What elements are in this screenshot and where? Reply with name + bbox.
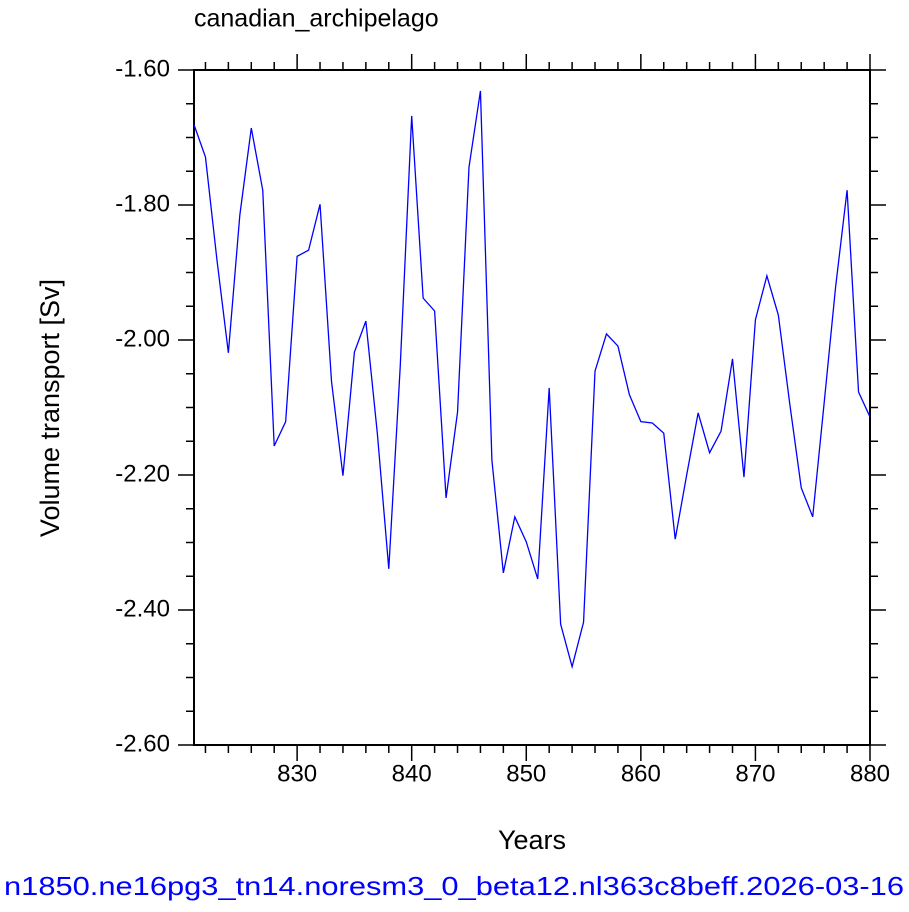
chart-title: canadian_archipelago (194, 5, 439, 33)
x-tick-label: 860 (621, 760, 661, 787)
data-line (193, 90, 871, 670)
y-tick-label: -2.00 (115, 325, 170, 352)
y-tick-label: -2.40 (115, 595, 170, 622)
run-label: n1850.ne16pg3_tn14.noresm3_0_beta12.nl36… (4, 871, 904, 901)
y-tick-label: -2.20 (115, 460, 170, 487)
x-tick-label: 870 (735, 760, 775, 787)
x-axis-title: Years (498, 825, 566, 855)
y-tick-label: -2.60 (115, 730, 170, 757)
y-tick-label: -1.80 (115, 190, 170, 217)
x-tick-label: 830 (277, 760, 317, 787)
y-axis-title: Volume transport [Sv] (35, 279, 65, 537)
y-tick-label: -1.60 (115, 55, 170, 82)
x-tick-label: 840 (392, 760, 432, 787)
x-tick-label: 850 (506, 760, 546, 787)
plot-frame (193, 69, 871, 746)
x-tick-label: 880 (850, 760, 890, 787)
